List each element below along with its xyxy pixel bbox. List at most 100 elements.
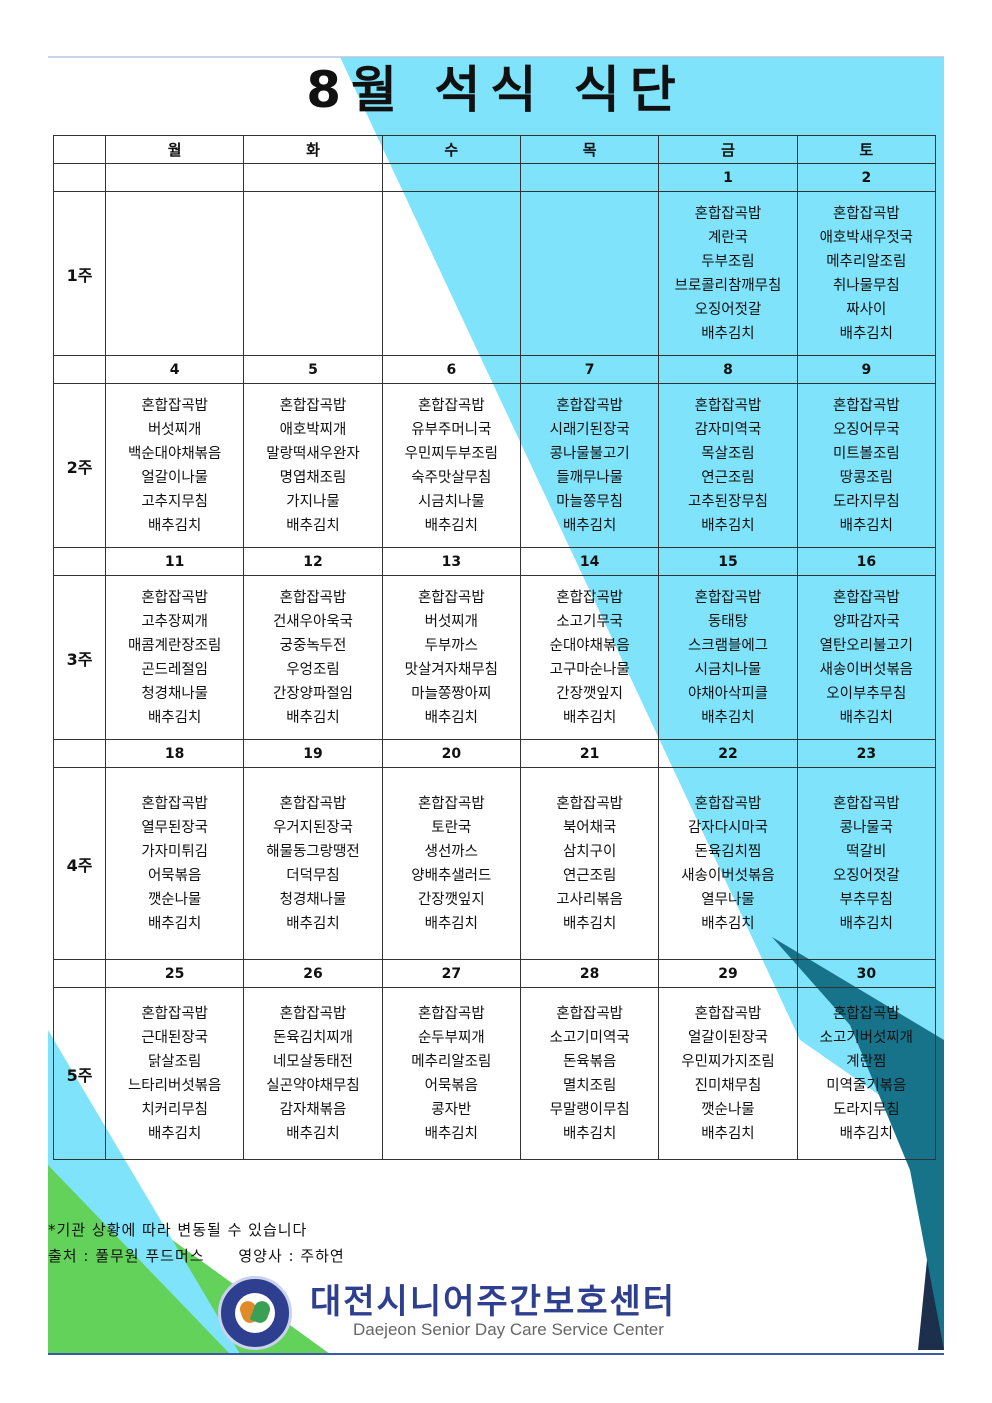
- dish-item: 스크램블에그: [687, 637, 768, 654]
- source-line: 출처 : 풀무원 푸드머스 영양사 : 주하연: [48, 1245, 373, 1266]
- date-row-spacer: [53, 739, 106, 768]
- dish-item: 혼합잡곡밥: [279, 397, 347, 414]
- dish-item: 미트볼조림: [832, 445, 900, 462]
- dish-item: 가자미튀김: [141, 843, 209, 860]
- date-cell: 8: [658, 355, 798, 384]
- dish-item: 연근조림: [701, 469, 755, 486]
- menu-cell: 혼합잡곡밥 얼갈이된장국 우민찌가지조림 진미채무침 깻순나물 배추김치: [658, 987, 798, 1160]
- dish-item: 매콤계란장조림: [127, 637, 222, 654]
- dish-item: 진미채무침: [694, 1077, 762, 1094]
- menu-cell: 혼합잡곡밥 동태탕 스크램블에그 시금치나물 야채아삭피클 배추김치: [658, 575, 798, 740]
- dish-item: 고사리볶음: [556, 891, 623, 908]
- dish-list: 혼합잡곡밥 유부주머니국 우민찌두부조림 숙주맛살무침 시금치나물 배추김치: [383, 394, 520, 538]
- date-cell: 18: [104, 739, 245, 768]
- dish-item: 혼합잡곡밥: [556, 1005, 623, 1022]
- menu-cell: 혼합잡곡밥 시래기된장국 콩나물불고기 들깨무나물 마늘쫑무침 배추김치: [519, 383, 660, 548]
- dish-item: 청경채나물: [141, 685, 209, 702]
- date-cell: 22: [658, 739, 798, 768]
- dish-item: 계란찜: [846, 1053, 887, 1070]
- dish-item: 혼합잡곡밥: [832, 589, 900, 606]
- dish-item: 배추김치: [286, 915, 340, 932]
- dish-item: 메추리알조림: [826, 253, 907, 270]
- dish-item: 버섯찌개: [147, 421, 202, 438]
- menu-cell: 혼합잡곡밥 버섯찌개 두부까스 맛살겨자채무침 마늘쫑짱아찌 배추김치: [381, 575, 521, 740]
- date-cell: 14: [519, 547, 660, 576]
- date-cell: 2: [796, 163, 937, 192]
- corner-cell: [53, 135, 106, 164]
- dish-item: 궁중녹두전: [279, 637, 347, 654]
- dish-item: 배추김치: [147, 915, 202, 932]
- dish-item: 혼합잡곡밥: [141, 795, 209, 812]
- dish-list: 혼합잡곡밥 소고기미역국 돈육볶음 멸치조림 무말랭이무침 배추김치: [521, 1002, 658, 1146]
- dish-item: 열무된장국: [141, 819, 209, 836]
- date-cell: 30: [796, 959, 937, 988]
- menu-cell: 혼합잡곡밥 북어채국 삼치구이 연근조림 고사리볶음 배추김치: [519, 767, 660, 960]
- dish-item: 배추김치: [562, 709, 617, 726]
- date-cell: 16: [796, 547, 937, 576]
- dish-item: 숙주맛살무침: [411, 469, 492, 486]
- dish-item: 배추김치: [147, 1125, 202, 1142]
- week-label: 2주: [53, 383, 106, 548]
- dish-list: 혼합잡곡밥 감자다시마국 돈육김치찜 새송이버섯볶음 열무나물 배추김치: [659, 792, 796, 936]
- dish-item: 혼합잡곡밥: [832, 397, 900, 414]
- dish-item: 목살조림: [701, 445, 755, 462]
- dish-item: 혼합잡곡밥: [694, 589, 762, 606]
- date-cell: 19: [243, 739, 383, 768]
- dish-list: 혼합잡곡밥 버섯찌개 두부까스 맛살겨자채무침 마늘쫑짱아찌 배추김치: [383, 586, 520, 730]
- dish-item: 감자다시마국: [687, 819, 768, 836]
- dish-item: 배추김치: [147, 517, 202, 534]
- dish-list: 혼합잡곡밥 애호박새우젓국 메추리알조림 취나물무침 짜사이 배추김치: [798, 202, 935, 346]
- date-cell: 29: [658, 959, 798, 988]
- week-label: 5주: [53, 987, 106, 1160]
- date-row-spacer: [53, 959, 106, 988]
- dish-item: 마늘쫑무침: [556, 493, 623, 510]
- dish-item: 두부까스: [424, 637, 478, 654]
- date-cell: 28: [519, 959, 660, 988]
- dish-item: 치커리무침: [141, 1101, 209, 1118]
- dish-item: 배추김치: [562, 517, 617, 534]
- menu-cell: 혼합잡곡밥 소고기미역국 돈육볶음 멸치조림 무말랭이무침 배추김치: [519, 987, 660, 1160]
- dish-item: 혼합잡곡밥: [556, 397, 623, 414]
- dish-item: 생선까스: [424, 843, 478, 860]
- date-cell: 15: [658, 547, 798, 576]
- dish-item: 청경채나물: [279, 891, 347, 908]
- dish-item: 간장깻잎지: [417, 891, 485, 908]
- menu-cell: 혼합잡곡밥 토란국 생선까스 양배추샐러드 간장깻잎지 배추김치: [381, 767, 521, 960]
- date-cell: 12: [243, 547, 383, 576]
- center-english-name: Daejeon Senior Day Care Service Center: [353, 1320, 664, 1339]
- menu-cell: 혼합잡곡밥 근대된장국 닭살조림 느타리버섯볶음 치커리무침 배추김치: [104, 987, 245, 1160]
- menu-cell: 혼합잡곡밥 우거지된장국 해물동그랑땡전 더덕무침 청경채나물 배추김치: [243, 767, 383, 960]
- dish-item: 깻순나물: [147, 891, 202, 908]
- date-cell: 7: [519, 355, 660, 384]
- date-cell: 4: [104, 355, 245, 384]
- dish-item: 혼합잡곡밥: [279, 795, 347, 812]
- dish-list: 혼합잡곡밥 근대된장국 닭살조림 느타리버섯볶음 치커리무침 배추김치: [106, 1002, 243, 1146]
- date-cell: 1: [658, 163, 798, 192]
- day-header: 토: [796, 135, 937, 164]
- dish-item: 순두부찌개: [417, 1029, 485, 1046]
- day-header: 금: [658, 135, 798, 164]
- menu-cell: 혼합잡곡밥 돈육김치찌개 네모살동태전 실곤약야채무침 감자채볶음 배추김치: [243, 987, 383, 1160]
- date-cell: 21: [519, 739, 660, 768]
- dish-item: 오징어무국: [832, 421, 900, 438]
- dish-item: 배추김치: [701, 1125, 755, 1142]
- date-row: 11 12 13 14 15 16: [53, 547, 937, 576]
- dish-item: 계란국: [707, 229, 748, 246]
- dish-item: 얼갈이된장국: [687, 1029, 768, 1046]
- center-logo: 대전시니어주간보호센터 Daejeon Senior Day Care Serv…: [218, 1274, 778, 1352]
- dish-list: 혼합잡곡밥 돈육김치찌개 네모살동태전 실곤약야채무침 감자채볶음 배추김치: [244, 1002, 381, 1146]
- date-cell: [519, 163, 660, 192]
- dish-item: 고구마순나물: [549, 661, 630, 678]
- dish-item: 배추김치: [701, 325, 755, 342]
- dish-item: 미역줄기볶음: [826, 1077, 907, 1094]
- week-label: 3주: [53, 575, 106, 740]
- dish-item: 건새우아욱국: [272, 613, 354, 630]
- dish-item: 배추김치: [147, 709, 202, 726]
- date-cell: [381, 163, 521, 192]
- dish-item: 시래기된장국: [549, 421, 630, 438]
- dish-item: 혼합잡곡밥: [694, 205, 762, 222]
- dish-item: 배추김치: [701, 915, 755, 932]
- dish-item: 배추김치: [839, 915, 893, 932]
- dish-item: 콩나물불고기: [549, 445, 630, 462]
- dish-item: 두부조림: [701, 253, 755, 270]
